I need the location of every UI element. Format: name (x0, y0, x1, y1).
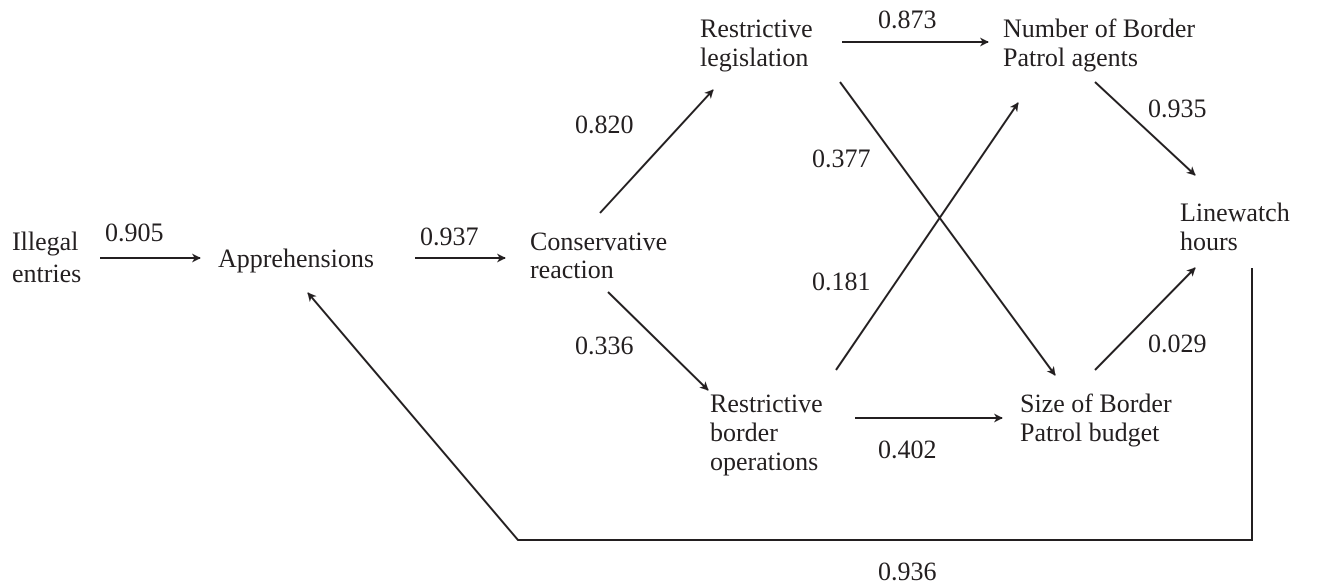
feedback-arrow (307, 268, 1253, 541)
node-label: Size of Border (1020, 389, 1172, 418)
edge-label: 0.905 (105, 218, 164, 247)
edge-label: 0.336 (575, 331, 634, 360)
edge-label: 0.820 (575, 110, 634, 139)
edge-label: 0.936 (878, 557, 937, 586)
node-label: hours (1180, 227, 1238, 256)
node-label: Apprehensions (218, 244, 374, 273)
node-label: operations (710, 447, 818, 476)
edge-label: 0.181 (812, 267, 871, 296)
node-label: Restrictive (700, 14, 813, 43)
node-label: legislation (700, 43, 808, 72)
arrow (839, 81, 1056, 376)
node-label: Linewatch (1180, 198, 1290, 227)
edge-label: 0.377 (812, 144, 871, 173)
arrows (100, 37, 1253, 541)
nodes: Illegal entries Apprehensions Conservati… (12, 14, 1290, 476)
node-label: reaction (530, 255, 614, 284)
arrow (1094, 81, 1196, 176)
edge-label: 0.873 (878, 5, 937, 34)
node-label: entries (12, 259, 81, 288)
node-label: Conservative (530, 227, 667, 256)
edge-label: 0.402 (878, 435, 937, 464)
node-label: Restrictive (710, 389, 823, 418)
arrow (835, 102, 1019, 371)
node-label: Illegal (12, 227, 78, 256)
node-label: border (710, 418, 778, 447)
arrow (599, 89, 714, 214)
edge-label: 0.935 (1148, 94, 1207, 123)
edge-labels: 0.905 0.937 0.820 0.336 0.873 0.377 0.18… (105, 5, 1207, 586)
arrow (1094, 267, 1196, 371)
edge-label: 0.029 (1148, 329, 1207, 358)
node-label: Patrol budget (1020, 418, 1160, 447)
edge-label: 0.937 (420, 222, 479, 251)
node-label: Number of Border (1003, 14, 1195, 43)
arrow (607, 291, 709, 391)
node-label: Patrol agents (1003, 43, 1138, 72)
